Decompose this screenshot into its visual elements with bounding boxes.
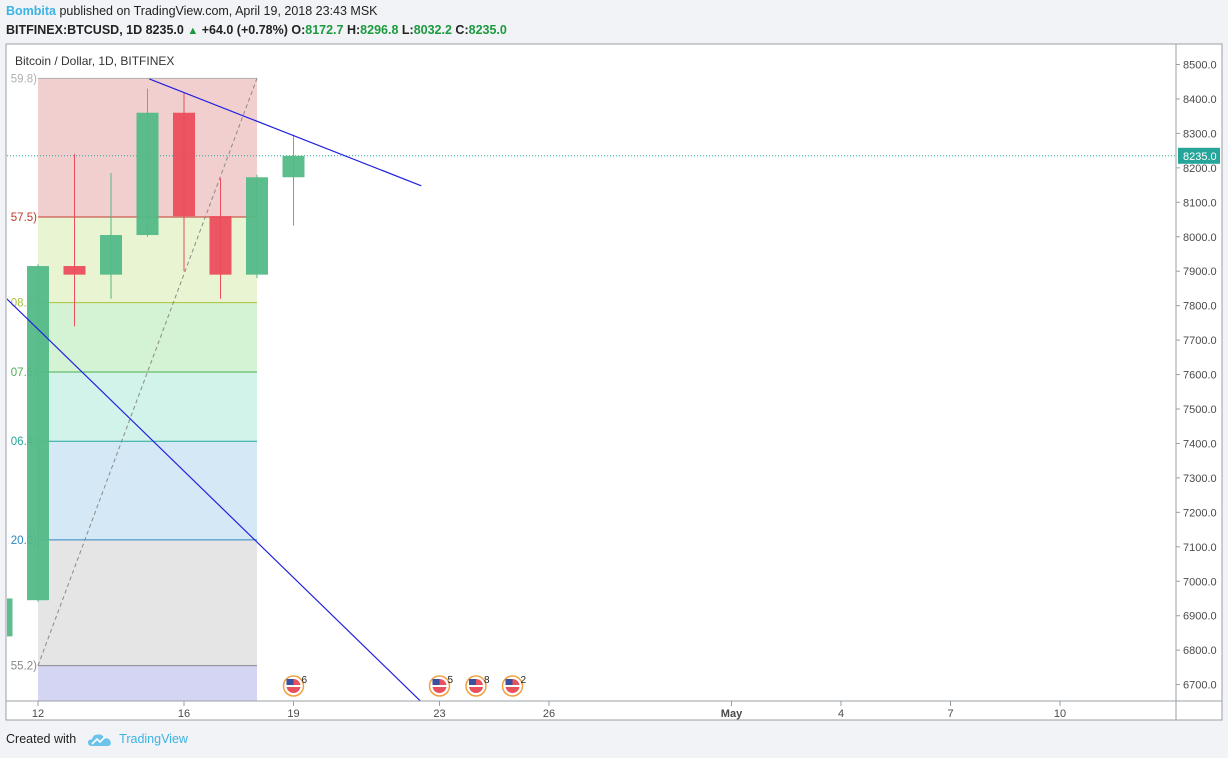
time-tick-label: 19 xyxy=(287,708,299,720)
price-tick-label: 7300.0 xyxy=(1183,473,1217,485)
price-tick-label: 7000.0 xyxy=(1183,576,1217,588)
time-tick-label: 26 xyxy=(543,708,555,720)
resistance-trendline[interactable] xyxy=(149,78,422,187)
price-tick-label: 7500.0 xyxy=(1183,404,1217,416)
event-count: 5 xyxy=(448,675,454,686)
open-label: O: xyxy=(291,23,306,37)
event-marker[interactable]: 5 xyxy=(428,675,454,697)
price-tick-label: 8200.0 xyxy=(1183,163,1217,175)
high-label: H: xyxy=(346,23,361,37)
tradingview-cloud-icon xyxy=(87,734,111,746)
flag-stripe xyxy=(505,685,520,687)
time-tick-label: 10 xyxy=(1054,708,1066,720)
support-trendline[interactable] xyxy=(0,290,422,702)
candle-body xyxy=(7,598,13,637)
flag-canton xyxy=(286,679,294,685)
candle[interactable] xyxy=(63,154,86,327)
price-tick-label: 6800.0 xyxy=(1183,645,1217,657)
time-tick-label: 4 xyxy=(838,708,844,720)
published-text: published on TradingView.com, April 19, … xyxy=(59,4,378,18)
high-value: 8296.8 xyxy=(360,23,399,37)
price-tick-label: 8400.0 xyxy=(1183,94,1217,106)
time-tick-label: May xyxy=(721,708,743,720)
candle-body xyxy=(246,177,268,275)
time-tick-label: 12 xyxy=(32,708,44,720)
low-value: 8032.2 xyxy=(413,23,452,37)
fib-zone xyxy=(38,371,257,442)
price-tick-label: 7700.0 xyxy=(1183,335,1217,347)
price-tick-label: 8300.0 xyxy=(1183,128,1217,140)
candle[interactable] xyxy=(136,88,159,237)
symbol-label: BITFINEX:BTCUSD, 1D xyxy=(6,23,143,37)
fib-zone xyxy=(38,441,257,540)
close-value: 8235.0 xyxy=(468,23,507,37)
flag-stripe xyxy=(286,685,301,687)
candle[interactable] xyxy=(282,134,305,226)
fib-zone xyxy=(38,539,257,666)
fib-level-label: 55.2) xyxy=(11,661,37,673)
current-price-badge xyxy=(1178,147,1220,164)
candle[interactable] xyxy=(100,173,122,299)
price-tick-label: 6700.0 xyxy=(1183,680,1217,692)
price-tick-label: 7900.0 xyxy=(1183,266,1217,278)
flag-canton xyxy=(432,679,440,685)
event-marker[interactable]: 6 xyxy=(282,675,308,697)
time-axis[interactable]: 12 16 19 23 26 May 4 7 10 xyxy=(32,701,1066,720)
candle-body xyxy=(173,112,195,217)
candle[interactable] xyxy=(246,174,268,279)
open-value: 8172.7 xyxy=(305,23,344,37)
candle-body xyxy=(27,266,49,601)
price-tick-label: 7400.0 xyxy=(1183,438,1217,450)
close-label: C: xyxy=(455,23,469,37)
event-count: 2 xyxy=(521,675,527,686)
event-count: 6 xyxy=(302,675,308,686)
chart-legend: Bitcoin / Dollar, 1D, BITFINEX xyxy=(15,54,174,68)
created-with-text: Created with xyxy=(6,732,77,746)
candle-body xyxy=(282,155,305,178)
chart-header: Bombita published on TradingView.com, Ap… xyxy=(6,3,1222,43)
time-tick-label: 23 xyxy=(433,708,445,720)
candle-body xyxy=(209,216,232,275)
candle[interactable] xyxy=(209,178,232,299)
last-price: 8235.0 xyxy=(145,23,184,37)
time-tick-label: 7 xyxy=(947,708,953,720)
price-tick-label: 7100.0 xyxy=(1183,542,1217,554)
price-tick-label: 8000.0 xyxy=(1183,232,1217,244)
low-label: L: xyxy=(401,23,414,37)
price-tick-label: 7800.0 xyxy=(1183,301,1217,313)
up-triangle-icon: ▲ xyxy=(187,25,199,37)
plot-area[interactable]: 59.8)57.5)08.7)07.5)06.4)20.0)55.2)6 5 8 2 xyxy=(0,73,1176,701)
current-price-label: 8235.0 xyxy=(1183,151,1217,163)
candle-body xyxy=(136,112,159,236)
flag-stripe xyxy=(432,685,447,687)
author-link[interactable]: Bombita xyxy=(6,4,56,18)
publish-line: Bombita published on TradingView.com, Ap… xyxy=(6,4,378,18)
flag-canton xyxy=(469,679,476,685)
price-tick-label: 8500.0 xyxy=(1183,60,1217,72)
price-tick-label: 6900.0 xyxy=(1183,611,1217,623)
footer: Created with TradingView xyxy=(6,732,188,750)
fib-level-label: 59.8) xyxy=(11,73,37,85)
event-count: 8 xyxy=(484,675,490,686)
price-axis[interactable]: 8500.0 8400.0 8300.0 8200.0 8100.0 8000.0 7900… xyxy=(1176,60,1220,692)
candle[interactable] xyxy=(0,598,13,637)
event-marker[interactable]: 8 xyxy=(465,675,490,697)
price-tick-label: 7200.0 xyxy=(1183,507,1217,519)
candle[interactable] xyxy=(27,264,49,602)
price-change: +64.0 (+0.78%) xyxy=(201,23,288,37)
fib-zone xyxy=(38,665,257,701)
fib-level-label: 57.5) xyxy=(11,212,37,224)
symbol-quote-line: BITFINEX:BTCUSD, 1D 8235.0 ▲ +64.0 (+0.7… xyxy=(6,23,507,37)
price-tick-label: 8100.0 xyxy=(1183,197,1217,209)
flag-stripe xyxy=(469,685,483,687)
price-tick-label: 7600.0 xyxy=(1183,370,1217,382)
candle-body xyxy=(63,266,86,275)
event-marker[interactable]: 2 xyxy=(501,675,527,697)
time-tick-label: 16 xyxy=(178,708,190,720)
tradingview-link[interactable]: TradingView xyxy=(119,732,188,746)
candle[interactable] xyxy=(173,92,195,272)
candle-body xyxy=(100,235,122,275)
flag-canton xyxy=(505,679,513,685)
